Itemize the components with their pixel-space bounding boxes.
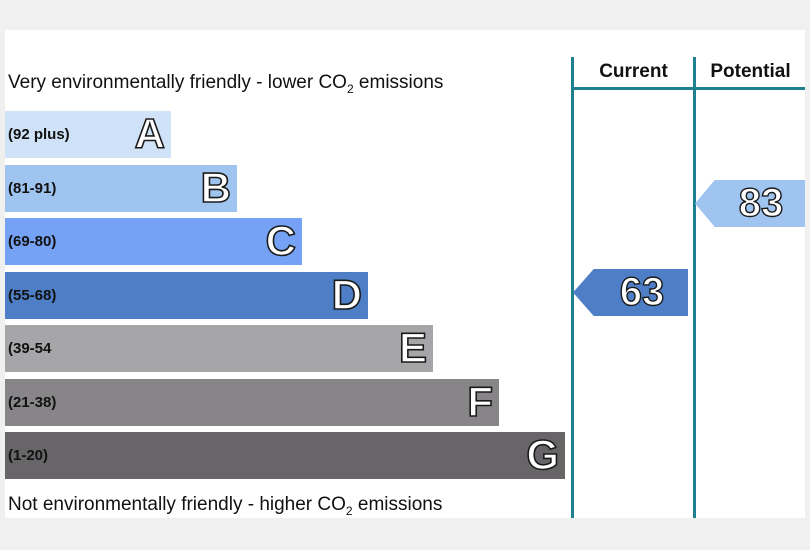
band-g-range: (1-20) (8, 447, 49, 464)
band-a-range: (92 plus) (8, 126, 70, 143)
band-f-letter: F (467, 377, 494, 426)
current-rating-value: 63 (619, 269, 665, 314)
band-e: (39-54 E (5, 323, 433, 372)
current-column-right-border (693, 57, 696, 518)
current-column-left-border (571, 57, 574, 518)
current-rating-arrow: 63 (573, 269, 688, 316)
top-caption: Very environmentally friendly - lower CO… (8, 72, 444, 96)
band-e-letter: E (398, 323, 428, 372)
band-d: (55-68) D (5, 270, 368, 319)
band-d-range: (55-68) (8, 287, 57, 304)
band-g: (1-20) G (5, 430, 565, 479)
band-f-range: (21-38) (8, 394, 57, 411)
band-c-letter: C (265, 216, 297, 265)
band-b-letter: B (200, 163, 232, 212)
potential-rating-arrow: 83 (695, 180, 805, 227)
band-b: (81-91) B (5, 163, 237, 212)
band-c: (69-80) C (5, 216, 302, 265)
band-g-letter: G (526, 430, 560, 479)
band-f: (21-38) F (5, 377, 499, 426)
column-header-underline (571, 87, 805, 90)
band-e-range: (39-54 (8, 340, 52, 357)
potential-rating-value: 83 (738, 180, 784, 225)
current-column-header: Current (599, 61, 668, 82)
band-a: (92 plus) A (5, 109, 171, 158)
potential-column-header: Potential (710, 61, 791, 82)
band-b-range: (81-91) (8, 180, 57, 197)
bottom-caption: Not environmentally friendly - higher CO… (8, 494, 443, 518)
band-d-letter: D (331, 270, 363, 319)
band-a-letter: A (134, 109, 166, 158)
band-c-range: (69-80) (8, 233, 57, 250)
